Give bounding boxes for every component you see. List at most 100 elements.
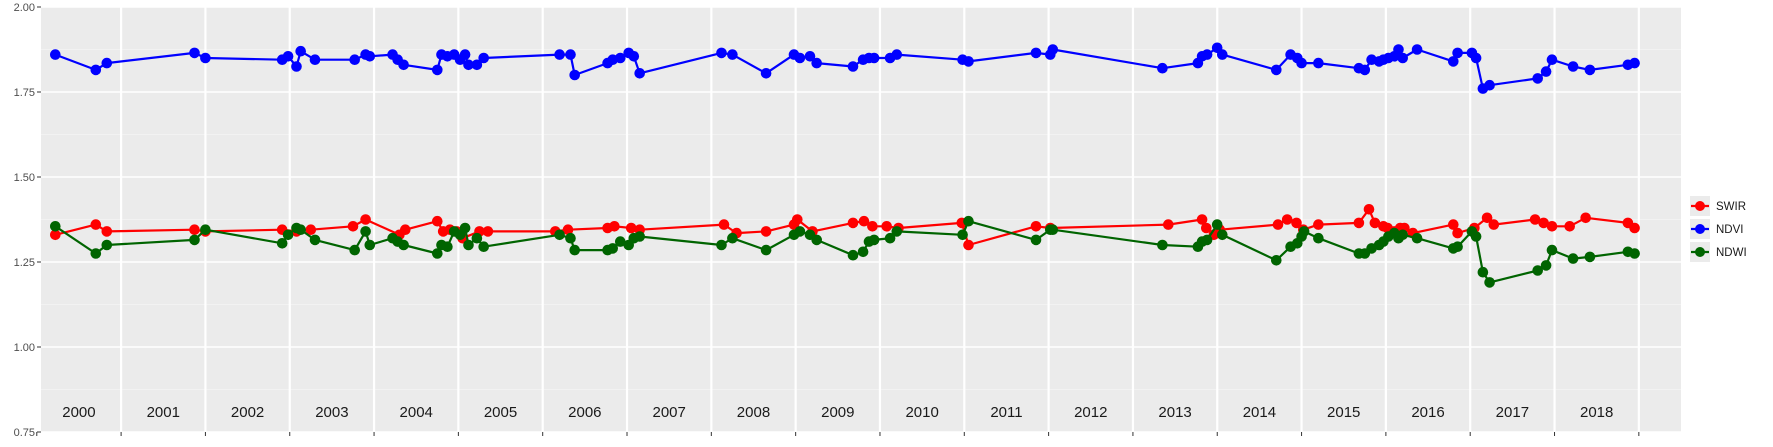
- data-point: [1298, 226, 1310, 237]
- data-point: [562, 224, 574, 235]
- data-point: [760, 68, 772, 79]
- year-label: 2011: [990, 404, 1022, 421]
- data-point: [1470, 52, 1482, 64]
- data-point: [309, 54, 321, 65]
- data-point: [1629, 248, 1640, 259]
- data-point: [607, 243, 618, 254]
- data-point: [963, 239, 974, 251]
- data-point: [1030, 47, 1042, 59]
- data-point: [1540, 260, 1552, 271]
- data-point: [1363, 204, 1375, 215]
- data-point: [398, 59, 409, 71]
- data-point: [478, 241, 490, 252]
- data-point: [565, 49, 576, 60]
- data-point: [1196, 214, 1208, 225]
- year-label: 2018: [1580, 404, 1613, 421]
- data-point: [794, 52, 806, 64]
- data-point: [634, 68, 645, 79]
- data-point: [101, 57, 113, 69]
- data-point: [881, 221, 892, 232]
- data-point: [884, 232, 896, 244]
- data-point: [554, 229, 565, 241]
- data-point: [727, 49, 738, 60]
- data-point: [459, 49, 471, 60]
- data-point: [471, 59, 483, 71]
- data-point: [50, 49, 61, 60]
- year-label: 2016: [1411, 404, 1444, 421]
- data-point: [1484, 277, 1495, 288]
- legend-label: NDVI: [1716, 224, 1743, 236]
- data-point: [760, 226, 772, 237]
- data-point: [1030, 221, 1042, 232]
- data-point: [1470, 231, 1482, 242]
- data-point: [1452, 241, 1463, 252]
- data-point: [295, 45, 307, 57]
- data-point: [1529, 214, 1541, 225]
- data-point: [1448, 219, 1459, 230]
- data-point: [1397, 52, 1408, 64]
- year-label: 2001: [147, 404, 180, 421]
- data-point: [1397, 229, 1408, 241]
- data-point: [364, 239, 376, 251]
- data-point: [1452, 227, 1463, 239]
- data-point: [463, 59, 474, 71]
- data-point: [1488, 219, 1500, 230]
- data-point: [609, 221, 620, 232]
- data-point: [200, 224, 211, 235]
- data-point: [282, 229, 294, 241]
- data-point: [360, 214, 371, 225]
- data-point: [101, 226, 113, 237]
- legend-item-ndvi: NDVI: [1690, 219, 1743, 239]
- data-point: [963, 215, 974, 227]
- data-point: [1359, 64, 1371, 76]
- year-label: 2015: [1327, 404, 1360, 421]
- data-point: [1393, 44, 1404, 55]
- year-label: 2003: [315, 404, 348, 421]
- data-point: [282, 51, 294, 62]
- data-point: [50, 229, 61, 241]
- legend-item-ndwi: NDWI: [1690, 242, 1747, 262]
- y-tick-label: 0.75: [14, 427, 35, 439]
- data-point: [432, 215, 443, 227]
- data-point: [1564, 221, 1575, 232]
- data-point: [1369, 217, 1381, 229]
- data-point: [615, 52, 626, 64]
- data-point: [565, 232, 576, 244]
- data-point: [792, 214, 803, 225]
- data-point: [569, 244, 580, 256]
- year-label: 2014: [1243, 404, 1276, 421]
- year-label: 2004: [400, 404, 433, 421]
- data-point: [1313, 219, 1324, 230]
- data-point: [858, 215, 870, 227]
- data-point: [1217, 49, 1228, 60]
- series-ndvi: [50, 42, 1640, 94]
- data-point: [760, 244, 772, 256]
- data-point: [90, 219, 102, 230]
- data-point: [482, 226, 494, 237]
- data-point: [305, 224, 317, 235]
- data-point: [1271, 64, 1282, 76]
- data-point: [1580, 212, 1591, 224]
- data-point: [891, 226, 903, 237]
- data-point: [1538, 217, 1549, 229]
- data-point: [349, 54, 361, 65]
- legend-key-point: [1695, 247, 1705, 257]
- data-point: [1272, 219, 1284, 230]
- data-point: [1546, 244, 1558, 256]
- year-label: 2012: [1074, 404, 1107, 421]
- data-point: [804, 51, 816, 62]
- data-point: [1567, 61, 1579, 72]
- data-point: [1452, 47, 1463, 59]
- data-point: [1484, 79, 1495, 91]
- y-tick-label: 1.50: [14, 172, 35, 184]
- year-label: 2007: [652, 404, 685, 421]
- data-point: [634, 231, 645, 242]
- data-point: [1296, 57, 1307, 69]
- data-point: [1629, 222, 1640, 234]
- data-point: [1532, 265, 1543, 276]
- year-label: 2009: [821, 404, 854, 421]
- data-point: [811, 234, 822, 246]
- data-point: [716, 239, 727, 251]
- legend-key-point: [1695, 224, 1705, 234]
